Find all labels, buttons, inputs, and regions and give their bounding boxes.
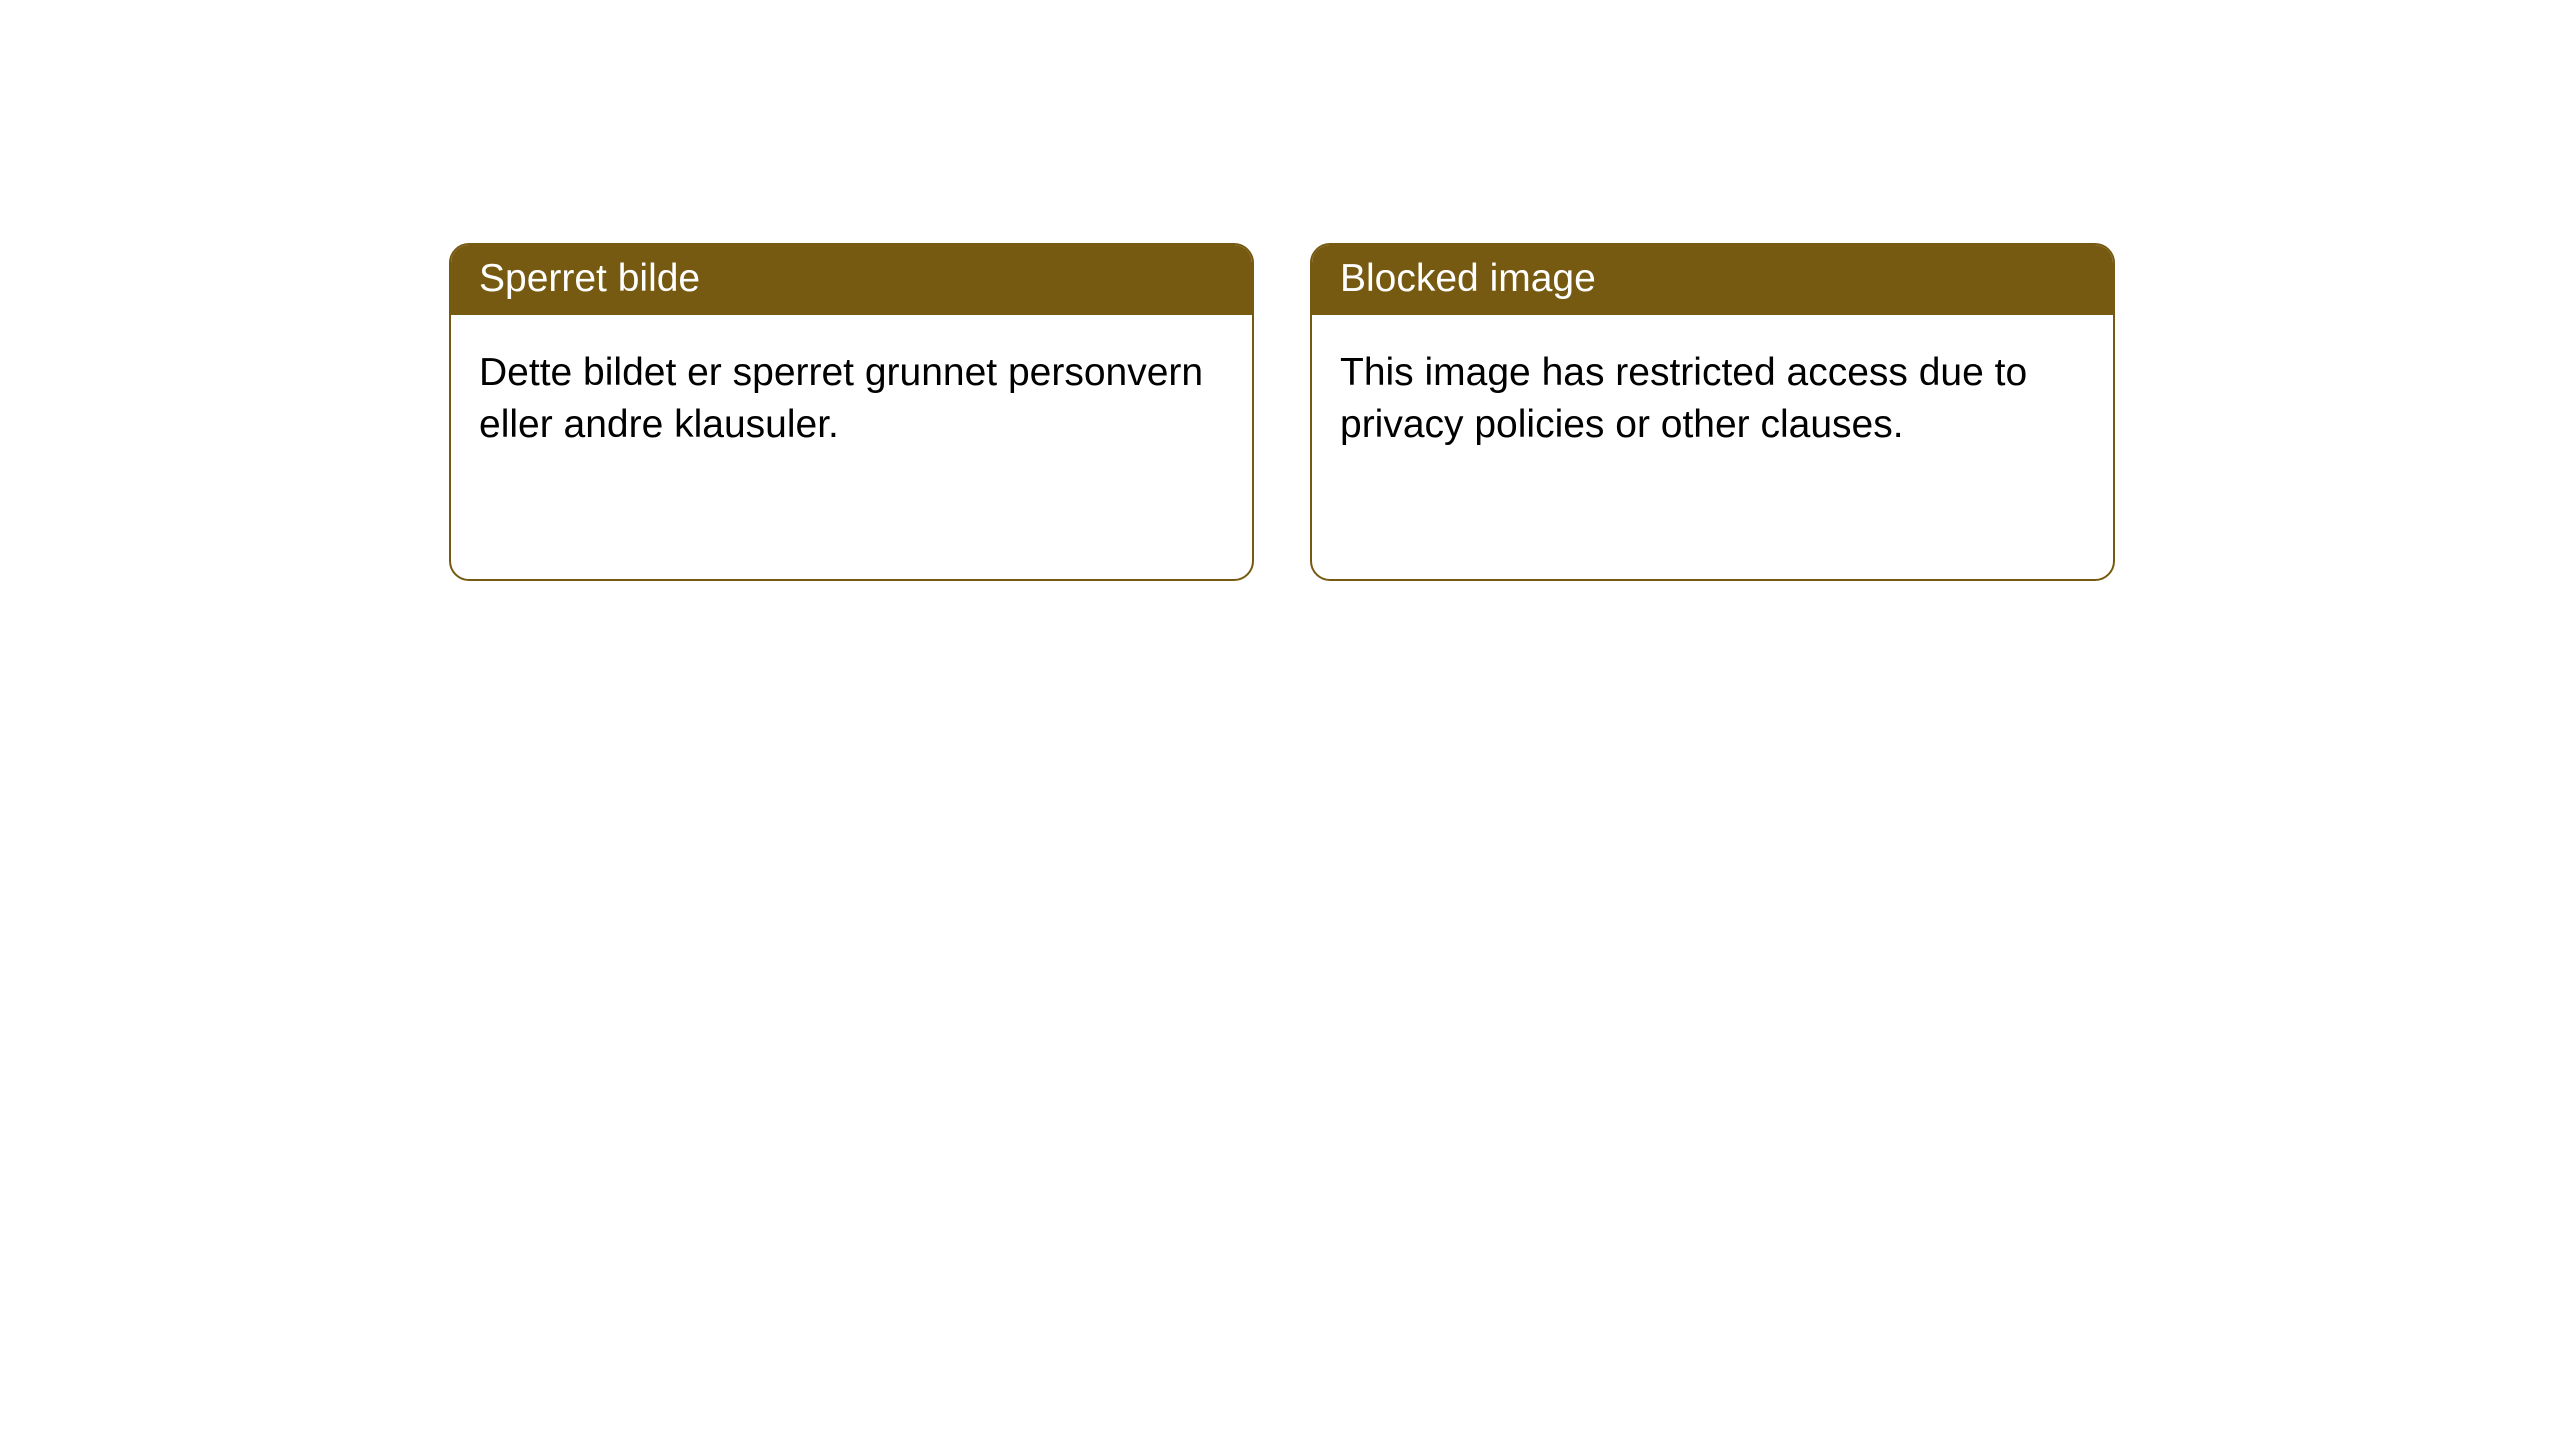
notice-header: Sperret bilde — [451, 245, 1252, 315]
notice-header: Blocked image — [1312, 245, 2113, 315]
notice-card-english: Blocked image This image has restricted … — [1310, 243, 2115, 581]
notice-body: Dette bildet er sperret grunnet personve… — [451, 315, 1252, 483]
notice-card-norwegian: Sperret bilde Dette bildet er sperret gr… — [449, 243, 1254, 581]
notice-container: Sperret bilde Dette bildet er sperret gr… — [0, 0, 2560, 581]
notice-body: This image has restricted access due to … — [1312, 315, 2113, 483]
